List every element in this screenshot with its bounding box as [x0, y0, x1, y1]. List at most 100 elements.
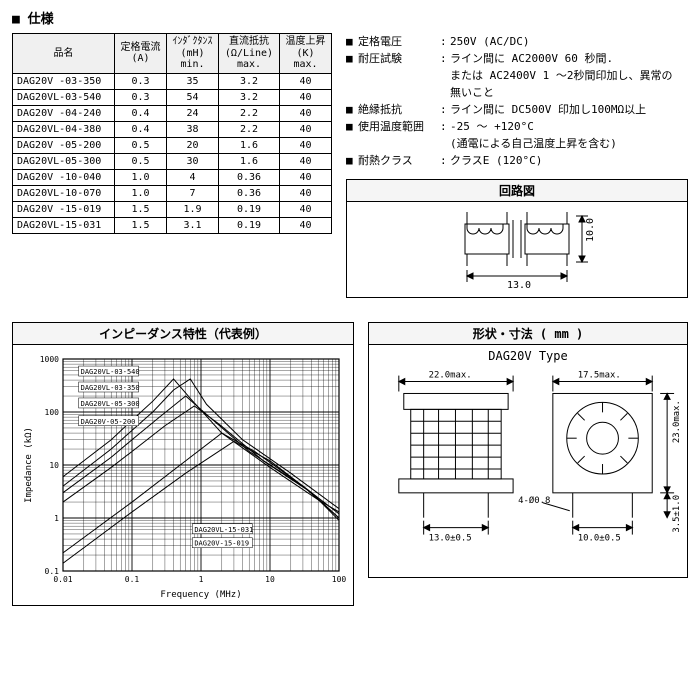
bullet-icon: ■: [346, 101, 358, 118]
circuit-panel: 回路図: [346, 179, 688, 298]
spec-list: ■定格電圧:250V (AC/DC)■耐圧試験:ライン間に AC2000V 60…: [346, 33, 688, 169]
svg-text:DAG20VL-03-540: DAG20VL-03-540: [81, 368, 140, 376]
dim-w2: 17.5max.: [578, 371, 621, 381]
dim-p2: 10.0±0.5: [578, 534, 621, 544]
spec-label: 使用温度範囲: [358, 118, 440, 135]
right-column: ■定格電圧:250V (AC/DC)■耐圧試験:ライン間に AC2000V 60…: [346, 33, 688, 298]
table-cell: 1.0: [115, 169, 167, 185]
table-cell: 30: [167, 153, 219, 169]
table-cell: 1.9: [167, 201, 219, 217]
svg-text:DAG20VL-15-031: DAG20VL-15-031: [194, 526, 253, 534]
table-cell: 40: [280, 105, 332, 121]
table-row: DAG20V -03-3500.3353.240: [13, 73, 332, 89]
table-row: DAG20VL-10-0701.070.3640: [13, 185, 332, 201]
table-cell: 40: [280, 169, 332, 185]
bullet-icon: ■: [346, 50, 358, 67]
circuit-title: 回路図: [347, 180, 687, 202]
table-header: 直流抵抗(Ω/Line)max.: [219, 34, 280, 74]
table-cell: 0.4: [115, 121, 167, 137]
table-cell: 40: [280, 121, 332, 137]
table-cell: 40: [280, 89, 332, 105]
table-cell: DAG20VL-04-380: [13, 121, 115, 137]
table-cell: 3.2: [219, 73, 280, 89]
spec-value-cont: または AC2400V 1 ～2秒間印加し、異常の: [450, 67, 688, 84]
table-row: DAG20V -05-2000.5201.640: [13, 137, 332, 153]
spec-value-cont: 無いこと: [450, 84, 688, 101]
table-cell: DAG20V -04-240: [13, 105, 115, 121]
bullet-icon: ■: [346, 152, 358, 169]
impedance-chart: 0.010.11101000.11101001000Frequency (MHz…: [19, 351, 347, 601]
table-cell: 1.6: [219, 153, 280, 169]
table-row: DAG20V -10-0401.040.3640: [13, 169, 332, 185]
table-cell: 40: [280, 153, 332, 169]
table-cell: 1.0: [115, 185, 167, 201]
table-cell: 1.6: [219, 137, 280, 153]
spec-value: クラスE (120°C): [450, 152, 688, 169]
svg-text:DAG20VL-03-350: DAG20VL-03-350: [81, 384, 140, 392]
dim-w1: 22.0max.: [429, 371, 472, 381]
circuit-svg: 13.0 10.0: [347, 202, 687, 297]
table-cell: DAG20VL-15-031: [13, 217, 115, 233]
table-row: DAG20VL-15-0311.53.10.1940: [13, 217, 332, 233]
table-cell: 2.2: [219, 105, 280, 121]
dim-panel: 形状・寸法 ( mm ) DAG20V Type: [368, 322, 688, 578]
svg-text:1000: 1000: [40, 355, 59, 364]
spec-list-item: ■耐圧試験:ライン間に AC2000V 60 秒間.: [346, 50, 688, 67]
dim-p1: 13.0±0.5: [429, 534, 472, 544]
dim-body: DAG20V Type: [369, 345, 687, 577]
dim-panel-wrap: 形状・寸法 ( mm ) DAG20V Type: [368, 312, 688, 606]
spec-label: 耐熱クラス: [358, 152, 440, 169]
table-cell: DAG20V -05-200: [13, 137, 115, 153]
svg-text:100: 100: [332, 575, 347, 584]
table-cell: DAG20V -10-040: [13, 169, 115, 185]
colon: :: [440, 118, 450, 135]
table-cell: 38: [167, 121, 219, 137]
table-cell: DAG20V -15-019: [13, 201, 115, 217]
table-header: 温度上昇(K)max.: [280, 34, 332, 74]
spec-table: 品名定格電流(A)ｲﾝﾀﾞｸﾀﾝｽ(mH)min.直流抵抗(Ω/Line)max…: [12, 33, 332, 234]
colon: :: [440, 33, 450, 50]
dim-h1: 23.0max.: [672, 400, 682, 443]
circuit-dim-x: 13.0: [507, 280, 531, 291]
svg-text:100: 100: [45, 408, 60, 417]
colon: :: [440, 101, 450, 118]
section-title: ■ 仕様: [12, 8, 688, 27]
table-row: DAG20VL-05-3000.5301.640: [13, 153, 332, 169]
svg-text:0.01: 0.01: [53, 575, 72, 584]
svg-text:10: 10: [265, 575, 275, 584]
spec-list-item: ■絶縁抵抗:ライン間に DC500V 印加し100MΩ以上: [346, 101, 688, 118]
top-row: 品名定格電流(A)ｲﾝﾀﾞｸﾀﾝｽ(mH)min.直流抵抗(Ω/Line)max…: [12, 33, 688, 298]
table-cell: 1.5: [115, 217, 167, 233]
table-cell: 7: [167, 185, 219, 201]
table-cell: 24: [167, 105, 219, 121]
spec-value: 250V (AC/DC): [450, 33, 688, 50]
table-cell: 20: [167, 137, 219, 153]
impedance-panel: インピーダンス特性（代表例） 0.010.11101000.1110100100…: [12, 322, 354, 606]
colon: :: [440, 50, 450, 67]
table-cell: 0.5: [115, 153, 167, 169]
table-cell: 40: [280, 137, 332, 153]
table-cell: 0.36: [219, 185, 280, 201]
table-cell: DAG20VL-10-070: [13, 185, 115, 201]
table-cell: 0.3: [115, 89, 167, 105]
table-cell: 0.19: [219, 217, 280, 233]
chart-body: 0.010.11101000.11101001000Frequency (MHz…: [13, 345, 353, 605]
spec-label: 耐圧試験: [358, 50, 440, 67]
spec-value: ライン間に DC500V 印加し100MΩ以上: [450, 101, 688, 118]
spec-value: -25 ～ +120°C: [450, 118, 688, 135]
bullet-icon: ■: [346, 118, 358, 135]
table-header: 品名: [13, 34, 115, 74]
table-cell: 1.5: [115, 201, 167, 217]
table-cell: 3.2: [219, 89, 280, 105]
svg-text:1: 1: [54, 514, 59, 523]
dim-lead-h: 3.5±1.0: [672, 495, 682, 533]
impedance-title: インピーダンス特性（代表例）: [13, 323, 353, 345]
table-cell: 0.19: [219, 201, 280, 217]
circuit-dim-y: 10.0: [585, 218, 596, 242]
table-cell: 2.2: [219, 121, 280, 137]
table-cell: 0.36: [219, 169, 280, 185]
svg-text:DAG20VL-05-300: DAG20VL-05-300: [81, 400, 140, 408]
dim-lead-d: 4-Ø0.8: [518, 495, 550, 506]
table-cell: 54: [167, 89, 219, 105]
bullet-icon: ■: [346, 33, 358, 50]
